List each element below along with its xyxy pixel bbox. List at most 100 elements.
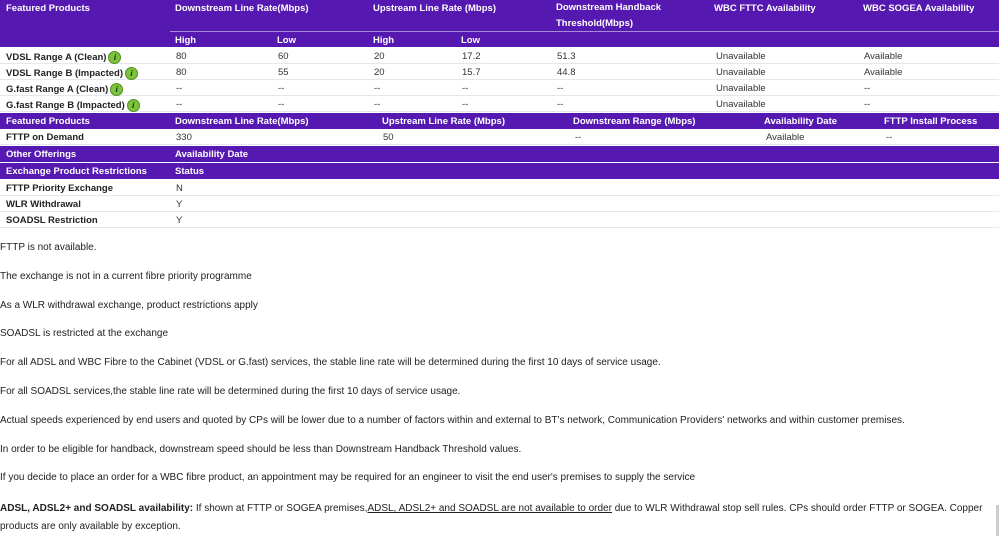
cell: 60 — [278, 51, 289, 62]
cell: 330 — [176, 132, 192, 143]
header-status: Status — [175, 166, 205, 177]
restriction-status: Y — [176, 215, 183, 226]
cell: -- — [575, 132, 582, 143]
product-label: VDSL Range A (Clean) — [6, 52, 107, 64]
info-icon[interactable]: i — [126, 99, 140, 112]
restriction-name: SOADSL Restriction — [6, 215, 98, 226]
note-paragraph: As a WLR withdrawal exchange, product re… — [0, 299, 258, 311]
info-icon[interactable]: i — [110, 83, 124, 96]
header-restrictions: Exchange Product Restrictions — [6, 166, 147, 177]
subheader-low: Low — [461, 35, 480, 46]
cell: -- — [278, 83, 285, 94]
product-label: VDSL Range B (Impacted) — [6, 68, 124, 80]
info-icon[interactable]: i — [108, 51, 122, 64]
note-paragraph: The exchange is not in a current fibre p… — [0, 270, 252, 282]
note-paragraph: If you decide to place an order for a WB… — [0, 472, 696, 484]
cell: -- — [176, 83, 183, 94]
cell: Available — [864, 51, 903, 62]
cell: Unavailable — [716, 83, 766, 94]
table-header: Featured Products Downstream Line Rate(M… — [0, 0, 999, 47]
cell: -- — [886, 132, 893, 143]
subheader-high: High — [373, 35, 395, 46]
product-name: G.fast Range B (Impacted) i — [6, 99, 140, 112]
header-upstream: Upstream Line Rate (Mbps) — [373, 3, 496, 14]
fttp-table-header: Featured Products Downstream Line Rate(M… — [0, 113, 999, 129]
restriction-name: FTTP Priority Exchange — [6, 183, 113, 194]
subheader-low: Low — [277, 35, 296, 46]
header-handback: Downstream Handback Threshold(Mbps) — [556, 2, 662, 29]
cell: -- — [557, 83, 564, 94]
notes-section: FTTP is not available. The exchange is no… — [0, 241, 992, 536]
cell: -- — [374, 83, 381, 94]
note-paragraph: For all ADSL and WBC Fibre to the Cabine… — [0, 357, 661, 369]
header-availability-date: Availability Date — [764, 116, 838, 127]
cell: 20 — [374, 67, 385, 78]
note-paragraph: SOADSL is restricted at the exchange — [0, 328, 169, 340]
note-bold: ADSL, ADSL2+ and SOADSL availability: — [0, 503, 194, 515]
cell: 50 — [383, 132, 394, 143]
table-row: SOADSL Restriction Y — [0, 212, 999, 228]
other-offerings-header: Other Offerings Availability Date — [0, 146, 999, 162]
table-row: WLR Withdrawal Y — [0, 196, 999, 212]
cell: -- — [462, 99, 469, 110]
note-paragraph: Actual speeds experienced by end users a… — [0, 414, 905, 426]
header-downstream: Downstream Line Rate(Mbps) — [175, 3, 309, 14]
product-label: G.fast Range B (Impacted) — [6, 100, 125, 112]
table-row: VDSL Range A (Clean) i 80 60 20 17.2 51.3 Unava… — [0, 48, 999, 64]
restriction-name: WLR Withdrawal — [6, 199, 81, 210]
product-label: G.fast Range A (Clean) — [6, 84, 109, 96]
restriction-status: Y — [176, 199, 183, 210]
note-text: due to WLR Withdrawal stop sell rules. C… — [611, 503, 983, 515]
product-name: VDSL Range A (Clean) i — [6, 51, 122, 64]
cell: Unavailable — [716, 67, 766, 78]
cell: -- — [374, 99, 381, 110]
header-upstream: Upstream Line Rate (Mbps) — [382, 116, 505, 127]
table-row: VDSL Range B (Impacted) i 80 55 20 15.7 44.8 Un… — [0, 64, 999, 80]
cell: 17.2 — [462, 51, 481, 62]
adsl-availability-note-line2: products are only available by exception… — [0, 521, 181, 533]
product-name: G.fast Range A (Clean) i — [6, 83, 124, 96]
header-fttc: WBC FTTC Availability — [714, 3, 816, 14]
cell: 80 — [176, 51, 187, 62]
header-downstream-range: Downstream Range (Mbps) — [573, 116, 696, 127]
cell: 15.7 — [462, 67, 481, 78]
note-text: If shown at FTTP or SOGEA premises, — [193, 503, 368, 515]
cell: -- — [864, 99, 871, 110]
cell: -- — [864, 83, 871, 94]
header-downstream: Downstream Line Rate(Mbps) — [175, 116, 309, 127]
cell: -- — [278, 99, 285, 110]
header-other-offerings: Other Offerings — [6, 149, 77, 160]
cell: Unavailable — [716, 99, 766, 110]
product-name: VDSL Range B (Impacted) i — [6, 67, 139, 80]
table-row: G.fast Range B (Impacted) i -- -- -- -- -- Unav… — [0, 96, 999, 112]
restrictions-header: Exchange Product Restrictions Status — [0, 163, 999, 179]
header-availability-date: Availability Date — [175, 149, 249, 160]
cell: 80 — [176, 67, 187, 78]
subheader-high: High — [175, 35, 197, 46]
cell: 51.3 — [557, 51, 576, 62]
cell: Available — [864, 67, 903, 78]
table-row: G.fast Range A (Clean) i -- -- -- -- -- Unavail… — [0, 80, 999, 96]
restriction-status: N — [176, 183, 183, 194]
note-paragraph: For all SOADSL services,the stable line … — [0, 385, 461, 397]
note-paragraph: In order to be eligible for handback, do… — [0, 443, 522, 455]
table-row: FTTP Priority Exchange N — [0, 180, 999, 196]
cell: 20 — [374, 51, 385, 62]
cell: 44.8 — [557, 67, 576, 78]
header-install-process: FTTP Install Process — [884, 116, 978, 127]
cell: Available — [766, 132, 805, 143]
header-featured-products: Featured Products — [6, 116, 90, 127]
info-icon[interactable]: i — [125, 67, 139, 80]
scrollbar[interactable] — [996, 505, 999, 536]
cell: -- — [557, 99, 564, 110]
header-featured-products: Featured Products — [6, 3, 90, 14]
cell: 55 — [278, 67, 289, 78]
note-paragraph: FTTP is not available. — [0, 242, 97, 253]
table-row-fttp: FTTP on Demand 330 50 -- Available -- — [0, 129, 999, 145]
cell: Unavailable — [716, 51, 766, 62]
header-sogea: WBC SOGEA Availability — [863, 3, 975, 14]
cell: -- — [176, 99, 183, 110]
adsl-availability-note: ADSL, ADSL2+ and SOADSL availability: If… — [0, 500, 992, 536]
note-underlined: ADSL, ADSL2+ and SOADSL are not availabl… — [367, 503, 612, 515]
cell: -- — [462, 83, 469, 94]
